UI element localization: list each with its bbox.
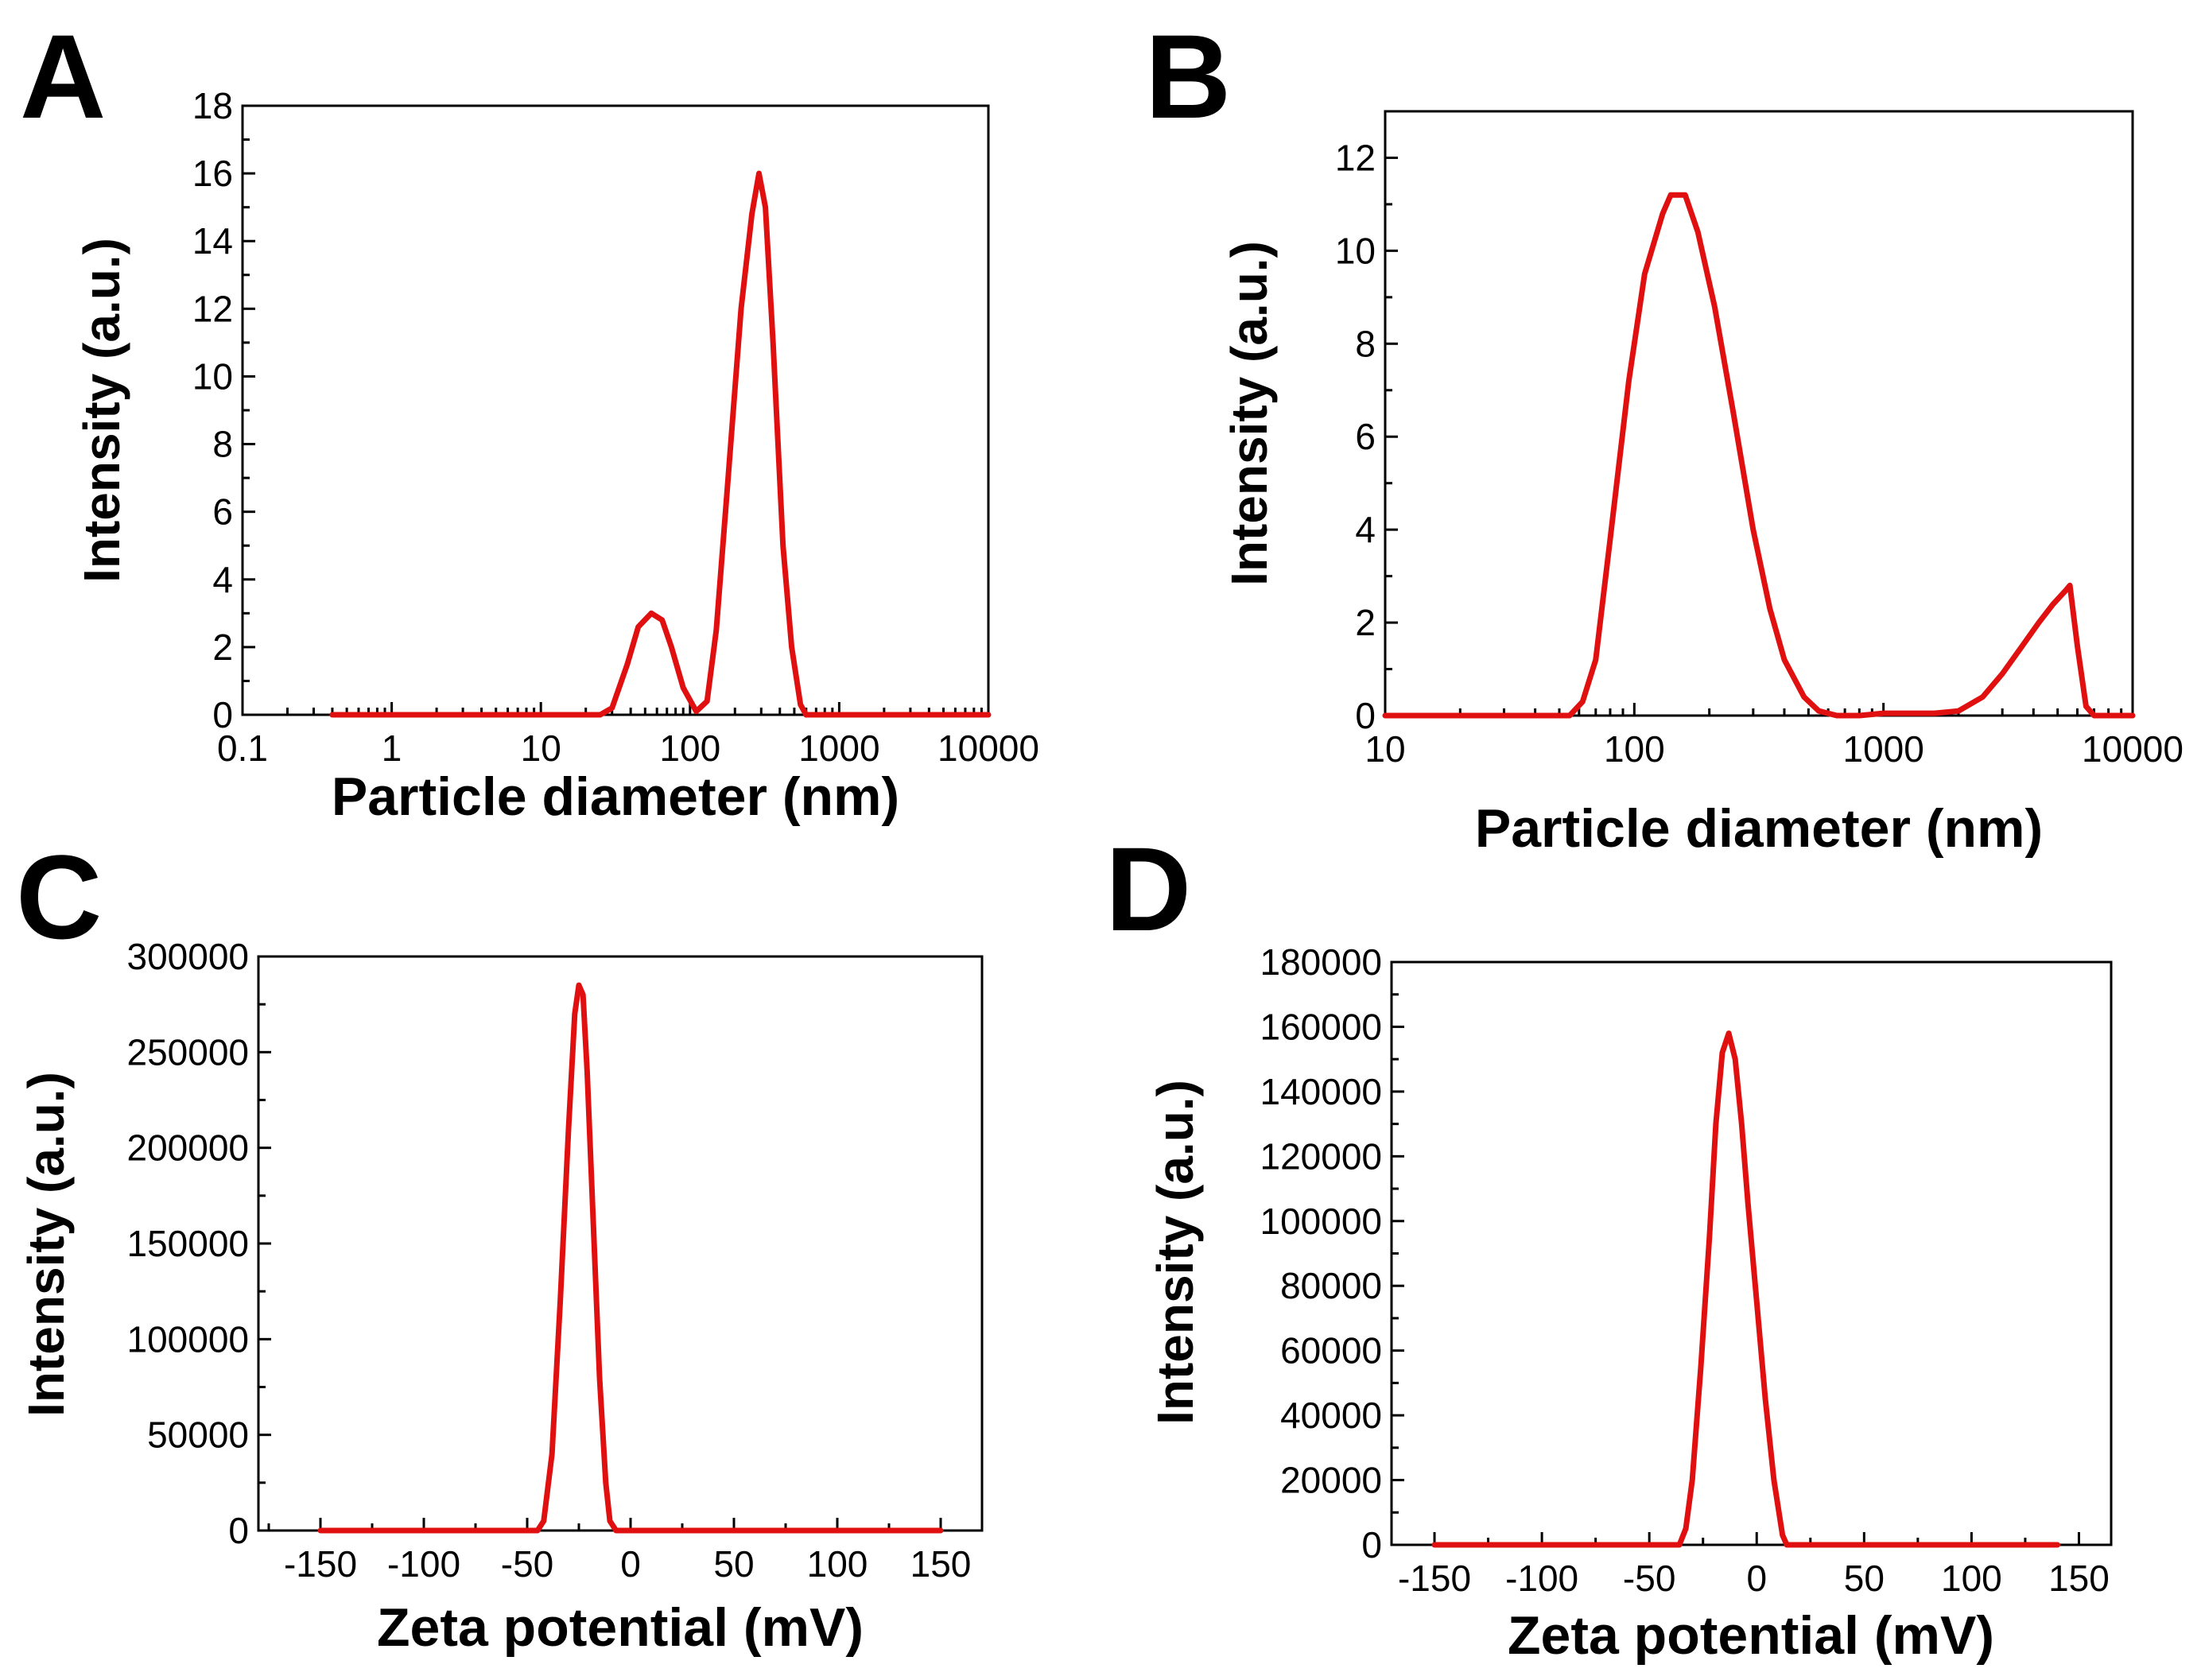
panel-d-y-tick-label: 120000 — [1260, 1135, 1383, 1177]
panel-b-letter: B — [1145, 10, 1231, 143]
panel-b-y-tick-label: 6 — [1355, 416, 1376, 457]
panel-d-ticks: -150 -100 -50 0 50 100 150 0 20000 40000 60000 8000… — [1260, 941, 2110, 1599]
panel-d-y-axis-label: Intensity (a.u.) — [1147, 1080, 1204, 1425]
panel-c-x-tick-label: 50 — [713, 1543, 754, 1585]
panel-b-y-axis-label: Intensity (a.u.) — [1221, 241, 1278, 586]
panel-d-x-tick-label: -100 — [1505, 1558, 1578, 1599]
panel-c-y-tick-label: 200000 — [127, 1127, 250, 1169]
panel-a-y-tick-label: 4 — [212, 559, 233, 600]
panel-c-y-tick-label: 150000 — [127, 1223, 250, 1264]
panel-d-x-tick-label: 100 — [1941, 1558, 2002, 1599]
panel-b-y-tick-label: 10 — [1335, 230, 1376, 271]
panel-a-x-tick-label: 0.1 — [217, 727, 268, 769]
panel-a-y-tick-label: 8 — [212, 424, 233, 465]
panel-d-x-axis-label: Zeta potential (mV) — [1508, 1605, 1994, 1666]
panel-b-x-tick-label: 1000 — [1842, 728, 1923, 770]
panel-c-series-line — [317, 982, 944, 1534]
panel-b-x-tick-label: 100 — [1604, 728, 1665, 770]
panel-d-x-tick-label: 150 — [2048, 1558, 2110, 1599]
panel-a-y-tick-label: 6 — [212, 491, 233, 533]
panel-b-x-tick-label: 10 — [1364, 728, 1405, 770]
panel-a-x-tick-label: 10 — [521, 727, 561, 769]
panel-c-x-tick-label: -50 — [501, 1543, 553, 1585]
panel-a-y-axis-label: Intensity (a.u.) — [73, 238, 130, 583]
panel-a-y-tick-label: 12 — [192, 288, 233, 329]
panel-c-y-tick-label: 300000 — [127, 936, 250, 977]
panel-b-y-tick-label: 12 — [1335, 137, 1376, 178]
panel-d-y-tick-label: 40000 — [1280, 1395, 1382, 1436]
panel-d-y-tick-label: 180000 — [1260, 941, 1383, 983]
panel-a-y-tick-label: 14 — [192, 220, 233, 262]
panel-d-y-tick-label: 20000 — [1280, 1460, 1382, 1501]
panel-c-x-tick-label: 100 — [807, 1543, 868, 1585]
panel-b-ticks: 10 100 1000 10000 0 2 4 6 8 10 12 — [1335, 137, 2184, 770]
panel-a-series-line — [329, 170, 992, 718]
panel-d: D -150 -100 -50 0 50 100 150 0 20000 40000 60000 80… — [1105, 822, 2113, 1666]
panel-a-x-tick-label: 1 — [382, 727, 402, 769]
panel-b-plot-frame — [1384, 110, 2134, 717]
panel-b-x-tick-label: 10000 — [2082, 728, 2184, 770]
panel-d-y-tick-label: 140000 — [1260, 1071, 1383, 1112]
panel-b-y-tick-label: 0 — [1355, 695, 1376, 736]
panel-d-y-tick-label: 0 — [1361, 1524, 1382, 1566]
panel-c-y-axis-label: Intensity (a.u.) — [17, 1072, 75, 1417]
panel-a-x-tick-label: 1000 — [798, 727, 879, 769]
panel-a-y-tick-label: 16 — [192, 153, 233, 194]
panel-c-ticks: -150 -100 -50 0 50 100 150 0 50000 100000 150000 20… — [127, 936, 972, 1585]
panel-d-x-tick-label: -50 — [1623, 1558, 1675, 1599]
panel-d-y-tick-label: 160000 — [1260, 1006, 1383, 1047]
panel-b-x-axis-label: Particle diameter (nm) — [1475, 798, 2043, 859]
panel-a-ticks: 0.1 1 10 100 1000 10000 0 2 4 6 8 10 12 14 16 18 — [192, 85, 1039, 769]
panel-a-y-tick-label: 2 — [212, 627, 233, 668]
panel-c-x-axis-label: Zeta potential (mV) — [377, 1597, 864, 1658]
panel-c-y-tick-label: 50000 — [147, 1414, 249, 1456]
panel-a-y-tick-label: 0 — [212, 694, 233, 735]
panel-d-y-tick-label: 100000 — [1260, 1201, 1383, 1242]
panel-d-y-tick-label: 60000 — [1280, 1330, 1382, 1372]
panel-a-x-axis-label: Particle diameter (nm) — [332, 766, 899, 827]
panel-c: C -150 -100 -50 0 50 100 150 0 50000 100000 150000… — [16, 830, 984, 1658]
panel-b-y-tick-label: 2 — [1355, 602, 1376, 643]
panel-d-series-line — [1431, 1030, 2060, 1548]
panel-a-x-tick-label: 10000 — [937, 727, 1039, 769]
panel-a-x-tick-label: 100 — [659, 727, 720, 769]
panel-a-plot-frame — [241, 104, 990, 716]
panel-c-y-tick-label: 0 — [228, 1510, 249, 1551]
panel-d-x-tick-label: 0 — [1746, 1558, 1767, 1599]
panel-d-x-tick-label: 50 — [1844, 1558, 1885, 1599]
panel-d-x-tick-label: -150 — [1398, 1558, 1471, 1599]
panel-c-y-tick-label: 250000 — [127, 1031, 250, 1073]
panel-a-letter: A — [20, 10, 106, 143]
panel-c-y-tick-label: 100000 — [127, 1318, 250, 1360]
panel-b-y-tick-label: 4 — [1355, 509, 1376, 550]
panel-a: A 0.1 1 10 100 1000 10000 0 2 4 6 8 10 12 14 16 18 Part… — [20, 10, 1039, 827]
panel-a-y-tick-label: 18 — [192, 85, 233, 126]
panel-d-letter: D — [1105, 822, 1191, 956]
panel-c-x-tick-label: 150 — [910, 1543, 972, 1585]
panel-c-letter: C — [16, 830, 102, 964]
panel-d-y-tick-label: 80000 — [1280, 1265, 1382, 1306]
panel-c-x-tick-label: -150 — [284, 1543, 357, 1585]
panel-c-x-tick-label: 0 — [620, 1543, 641, 1585]
panel-b-y-tick-label: 8 — [1355, 323, 1376, 364]
panel-c-x-tick-label: -100 — [387, 1543, 460, 1585]
panel-c-plot-frame — [257, 955, 984, 1532]
panel-a-y-tick-label: 10 — [192, 355, 233, 397]
panel-b: B 10 100 1000 10000 0 2 4 6 8 10 12 Particle diame… — [1145, 10, 2184, 859]
panel-b-series-line — [1382, 192, 2136, 719]
